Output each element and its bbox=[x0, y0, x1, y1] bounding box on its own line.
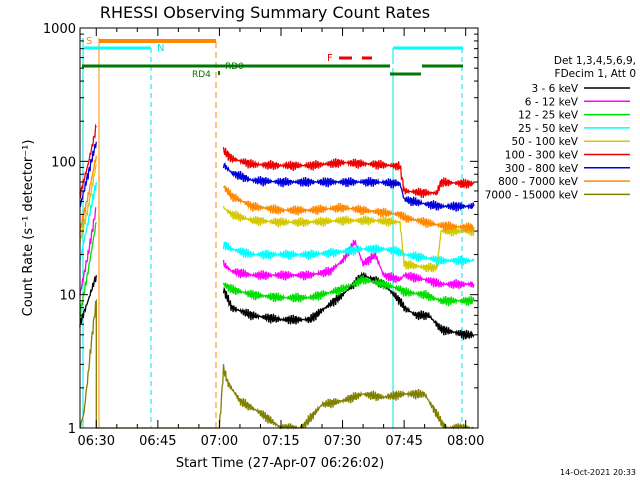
legend-entry-label: 7000 - 15000 keV bbox=[485, 189, 579, 201]
rd4-flag-label: RD4 bbox=[192, 70, 211, 80]
x-axis-label: Start Time (27-Apr-07 06:26:02) bbox=[176, 456, 384, 471]
x-tick-label: 07:30 bbox=[324, 434, 361, 449]
x-tick-label: 07:00 bbox=[201, 434, 238, 449]
x-tick-label: 06:30 bbox=[78, 434, 115, 449]
series-line-300-800keV-kev bbox=[79, 141, 475, 212]
legend-header: FDecim 1, Att 0 bbox=[555, 68, 636, 80]
time-markers bbox=[82, 38, 463, 428]
rd0-flag-label: RD0 bbox=[225, 62, 244, 72]
x-tick-label: 06:45 bbox=[139, 434, 176, 449]
legend-entry-label: 3 - 6 keV bbox=[531, 83, 578, 95]
x-axis: 06:30 06:45 07:00 07:15 07:30 07:45 08:00 bbox=[78, 28, 484, 449]
night-flag-label: N bbox=[157, 43, 164, 54]
saa-flag-label: S bbox=[86, 36, 92, 47]
legend-entry-label: 300 - 800 keV bbox=[505, 163, 579, 175]
series-line-100-300keV-kev bbox=[79, 123, 475, 199]
y-axis-label: Count Rate (s⁻¹ detector⁻¹) bbox=[21, 140, 36, 317]
x-tick-label: 08:00 bbox=[447, 434, 484, 449]
series-line-50-100keV-kev bbox=[79, 164, 475, 273]
footer-timestamp: 14-Oct-2021 20:33 bbox=[560, 468, 636, 477]
series-line-7000-15000keV-kev bbox=[79, 298, 474, 431]
x-tick-label: 07:45 bbox=[385, 434, 422, 449]
y-tick-label: 1000 bbox=[43, 22, 76, 37]
legend-entry-label: 6 - 12 keV bbox=[525, 96, 579, 108]
y-tick-label: 100 bbox=[51, 155, 76, 170]
y-axis: 1 10 100 1000 bbox=[43, 22, 478, 437]
legend-entry-label: 12 - 25 keV bbox=[518, 110, 579, 122]
legend-entry-label: 800 - 7000 keV bbox=[498, 176, 579, 188]
legend-header: Det 1,3,4,5,6,9, bbox=[554, 55, 636, 67]
series-layer bbox=[79, 123, 475, 431]
y-tick-label: 1 bbox=[68, 422, 76, 437]
plot-frame bbox=[79, 27, 479, 429]
legend-entry-label: 100 - 300 keV bbox=[505, 150, 579, 162]
y-tick-label: 10 bbox=[59, 289, 76, 304]
series-line-12-25keV-kev bbox=[79, 221, 475, 318]
legend: Det 1,3,4,5,6,9,FDecim 1, Att 0 3 - 6 keV… bbox=[485, 55, 636, 201]
chart-title: RHESSI Observing Summary Count Rates bbox=[100, 3, 430, 22]
flare-flag-label: F bbox=[327, 53, 333, 64]
series-line-6-12keV-kev bbox=[79, 207, 475, 295]
legend-entry-label: 25 - 50 keV bbox=[518, 123, 579, 135]
series-line-25-50keV-kev bbox=[79, 181, 475, 266]
status-flags: S N RD0 RD4 F bbox=[82, 36, 463, 80]
x-tick-label: 07:15 bbox=[262, 434, 299, 449]
legend-entry-label: 50 - 100 keV bbox=[511, 136, 578, 148]
